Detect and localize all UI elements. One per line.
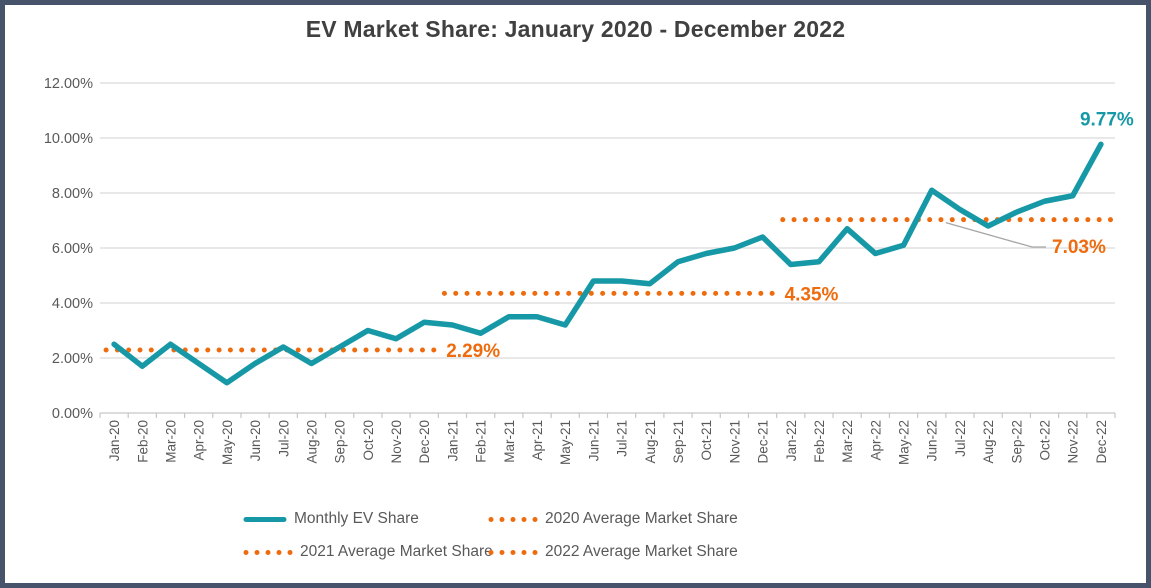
x-axis-tick-label: Nov-22 [1066,420,1081,464]
dotted-line-swatch-icon [488,549,537,555]
dotted-line-swatch-icon [243,549,292,555]
x-axis-tick-label: Feb-21 [474,420,489,463]
x-axis-tick-label: Aug-21 [643,420,658,464]
x-axis-tick-label: Aug-22 [981,420,996,464]
x-axis-tick-label: Dec-20 [417,420,432,464]
legend-item-monthly-ev-share: Monthly EV Share [243,507,488,531]
x-axis-tick-label: Sep-21 [671,420,686,464]
x-axis-tick-label: Dec-21 [756,420,771,464]
x-axis-tick-label: Nov-20 [389,420,404,464]
x-axis-tick-label: Jan-22 [784,420,799,461]
x-axis-tick-label: Jun-21 [586,420,601,461]
legend-item-2022-average: 2022 Average Market Share [488,540,908,564]
x-axis-tick-label: Jan-20 [107,420,122,461]
legend-label: 2022 Average Market Share [545,543,738,560]
monthly-ev-share-line [111,141,1104,386]
x-axis-tick-label: Oct-22 [1038,420,1053,461]
x-axis-tick-label: May-21 [558,420,573,465]
x-axis-tick-label: Feb-22 [812,420,827,463]
line-swatch-icon [243,516,286,522]
x-axis-tick-label: Aug-20 [304,420,319,464]
legend-label: Monthly EV Share [294,510,419,527]
x-axis-tick-label: Jun-22 [925,420,940,461]
y-axis-tick-label: 6.00% [52,241,93,257]
x-axis-tick-label: Oct-20 [361,420,376,461]
x-axis-tick-label: Mar-22 [840,420,855,463]
x-axis-tick-label: Dec-22 [1094,420,1109,464]
legend: Monthly EV Share 2020 Average Market Sha… [243,507,908,564]
average-value-label: 4.35% [785,284,839,305]
x-axis-tick-label: Mar-20 [163,420,178,463]
legend-item-2021-average: 2021 Average Market Share [243,540,493,564]
x-axis-tick-label: Jul-22 [953,420,968,457]
x-axis-tick-label: Jul-20 [276,420,291,457]
y-axis-tick-label: 2.00% [52,351,93,367]
x-axis-tick-label: Mar-21 [502,420,517,463]
x-axis-tick-label: Apr-22 [868,420,883,461]
y-axis-tick-label: 8.00% [52,186,93,202]
legend-item-2020-average: 2020 Average Market Share [488,507,908,531]
y-axis-tick-label: 0.00% [52,406,93,422]
y-axis-tick-label: 12.00% [44,76,93,92]
x-axis-tick-label: May-22 [897,420,912,465]
x-axis-tick-label: Apr-20 [192,420,207,461]
x-axis-tick-label: Jul-21 [615,420,630,457]
y-axis-tick-label: 4.00% [52,296,93,312]
x-axis-tick-label: May-20 [220,420,235,465]
x-axis-tick-label: Jun-20 [248,420,263,461]
average-value-label: 7.03% [1052,237,1106,258]
x-axis-tick-label: Sep-22 [1009,420,1024,464]
x-axis-tick-label: Sep-20 [333,420,348,464]
series-max-value-label: 9.77% [1080,109,1134,130]
dotted-line-swatch-icon [488,516,537,522]
legend-label: 2021 Average Market Share [300,543,493,560]
x-axis-tick-label: Jan-21 [445,420,460,461]
average-value-label: 2.29% [446,341,500,362]
x-axis-tick-label: Apr-21 [530,420,545,461]
y-axis-tick-label: 10.00% [44,131,93,147]
x-axis-tick-label: Oct-21 [699,420,714,461]
chart-title: EV Market Share: January 2020 - December… [305,16,846,42]
x-axis-tick-label: Feb-20 [135,420,150,463]
legend-label: 2020 Average Market Share [545,510,738,527]
x-axis-tick-label: Nov-21 [727,420,742,464]
leader-line [945,222,1046,248]
